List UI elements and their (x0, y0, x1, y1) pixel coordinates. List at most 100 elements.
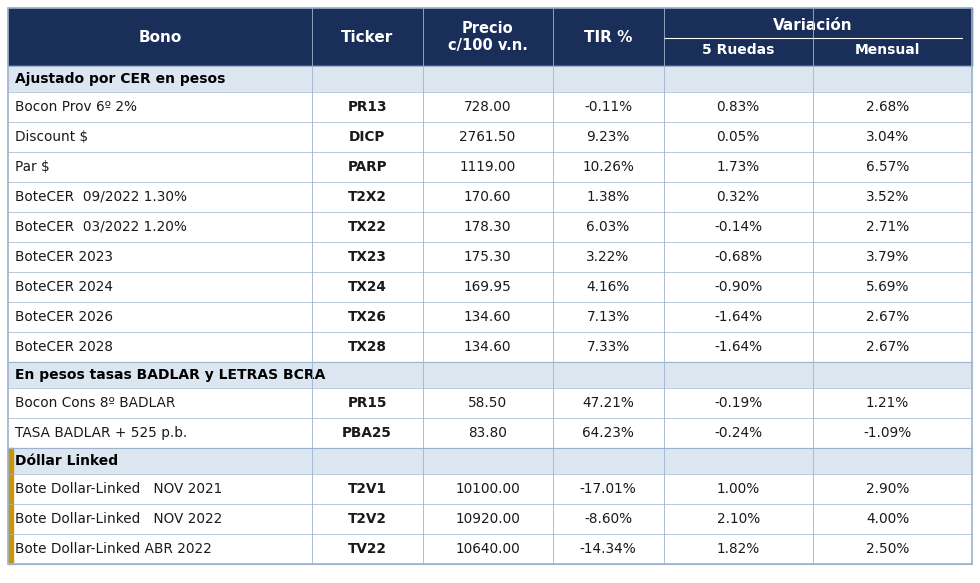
Text: 5.69%: 5.69% (866, 280, 909, 294)
Text: 6.03%: 6.03% (586, 220, 630, 234)
Text: BoteCER 2028: BoteCER 2028 (15, 340, 113, 354)
Text: Bote Dollar-Linked   NOV 2021: Bote Dollar-Linked NOV 2021 (15, 482, 222, 496)
Text: 1.21%: 1.21% (866, 396, 909, 410)
Text: Bocon Cons 8º BADLAR: Bocon Cons 8º BADLAR (15, 396, 175, 410)
Text: 7.33%: 7.33% (586, 340, 630, 354)
Text: 1.00%: 1.00% (716, 482, 760, 496)
Text: T2X2: T2X2 (348, 190, 386, 204)
Bar (8, 8, 972, 66)
Text: Mensual: Mensual (855, 43, 920, 57)
Text: Ticker: Ticker (341, 30, 393, 44)
Text: DICP: DICP (349, 130, 385, 144)
Text: TX23: TX23 (348, 250, 386, 264)
Bar (8, 534, 13, 564)
Text: Bote Dollar-Linked ABR 2022: Bote Dollar-Linked ABR 2022 (15, 542, 212, 556)
Text: BoteCER  03/2022 1.20%: BoteCER 03/2022 1.20% (15, 220, 187, 234)
Bar (8, 534, 972, 564)
Text: Par $: Par $ (15, 160, 50, 174)
Text: -17.01%: -17.01% (580, 482, 636, 496)
Text: BoteCER 2026: BoteCER 2026 (15, 310, 113, 324)
Text: 134.60: 134.60 (464, 310, 512, 324)
Text: 7.13%: 7.13% (586, 310, 630, 324)
Bar (8, 362, 972, 388)
Text: TX24: TX24 (348, 280, 386, 294)
Text: -0.68%: -0.68% (714, 250, 762, 264)
Text: 64.23%: 64.23% (582, 426, 634, 440)
Text: 10100.00: 10100.00 (456, 482, 520, 496)
Text: PARP: PARP (347, 160, 387, 174)
Text: 2.10%: 2.10% (716, 512, 760, 526)
Text: -0.90%: -0.90% (714, 280, 762, 294)
Bar (8, 474, 972, 504)
Text: Bote Dollar-Linked   NOV 2022: Bote Dollar-Linked NOV 2022 (15, 512, 222, 526)
Text: 1.38%: 1.38% (586, 190, 630, 204)
Text: 4.16%: 4.16% (586, 280, 630, 294)
Text: 4.00%: 4.00% (866, 512, 909, 526)
Bar (8, 474, 13, 504)
Bar (8, 418, 972, 448)
Text: 2761.50: 2761.50 (460, 130, 515, 144)
Bar (8, 302, 972, 332)
Bar (8, 152, 972, 182)
Text: TX26: TX26 (348, 310, 386, 324)
Bar (8, 388, 972, 418)
Bar (8, 122, 972, 152)
Text: Precio
c/100 v.n.: Precio c/100 v.n. (448, 21, 527, 53)
Text: 0.32%: 0.32% (716, 190, 760, 204)
Bar (8, 212, 972, 242)
Bar (8, 504, 972, 534)
Text: TX28: TX28 (348, 340, 386, 354)
Bar (8, 504, 13, 534)
Text: 10920.00: 10920.00 (455, 512, 520, 526)
Text: -0.11%: -0.11% (584, 100, 632, 114)
Text: -14.34%: -14.34% (580, 542, 636, 556)
Text: TIR %: TIR % (584, 30, 632, 44)
Bar (8, 92, 972, 122)
Bar (8, 448, 13, 474)
Text: TV22: TV22 (348, 542, 386, 556)
Text: 170.60: 170.60 (464, 190, 512, 204)
Text: 2.68%: 2.68% (866, 100, 909, 114)
Text: 3.79%: 3.79% (866, 250, 909, 264)
Bar (8, 332, 972, 362)
Text: 3.04%: 3.04% (866, 130, 909, 144)
Text: -0.24%: -0.24% (714, 426, 762, 440)
Bar (8, 272, 972, 302)
Text: 2.90%: 2.90% (866, 482, 909, 496)
Text: 2.71%: 2.71% (866, 220, 909, 234)
Text: 47.21%: 47.21% (582, 396, 634, 410)
Text: PR15: PR15 (347, 396, 387, 410)
Text: 3.22%: 3.22% (586, 250, 630, 264)
Text: -1.09%: -1.09% (863, 426, 911, 440)
Text: 83.80: 83.80 (468, 426, 507, 440)
Bar (8, 66, 972, 92)
Text: Variación: Variación (773, 18, 853, 33)
Bar (8, 448, 972, 474)
Text: 2.50%: 2.50% (866, 542, 909, 556)
Text: -1.64%: -1.64% (714, 340, 762, 354)
Text: 10640.00: 10640.00 (456, 542, 520, 556)
Text: -0.14%: -0.14% (714, 220, 762, 234)
Text: 1.82%: 1.82% (716, 542, 760, 556)
Text: TX22: TX22 (348, 220, 386, 234)
Text: Bocon Prov 6º 2%: Bocon Prov 6º 2% (15, 100, 137, 114)
Text: 10.26%: 10.26% (582, 160, 634, 174)
Text: 0.83%: 0.83% (716, 100, 760, 114)
Text: 169.95: 169.95 (464, 280, 512, 294)
Text: 728.00: 728.00 (464, 100, 512, 114)
Text: 178.30: 178.30 (464, 220, 512, 234)
Text: PR13: PR13 (347, 100, 387, 114)
Text: -0.19%: -0.19% (714, 396, 762, 410)
Text: BoteCER  09/2022 1.30%: BoteCER 09/2022 1.30% (15, 190, 187, 204)
Text: T2V1: T2V1 (348, 482, 386, 496)
Text: 6.57%: 6.57% (866, 160, 909, 174)
Bar (8, 182, 972, 212)
Text: Dóllar Linked: Dóllar Linked (15, 454, 119, 468)
Text: BoteCER 2024: BoteCER 2024 (15, 280, 113, 294)
Text: T2V2: T2V2 (348, 512, 386, 526)
Text: PBA25: PBA25 (342, 426, 392, 440)
Text: TASA BADLAR + 525 p.b.: TASA BADLAR + 525 p.b. (15, 426, 187, 440)
Text: Discount $: Discount $ (15, 130, 88, 144)
Text: Bono: Bono (138, 30, 181, 44)
Text: Ajustado por CER en pesos: Ajustado por CER en pesos (15, 72, 225, 86)
